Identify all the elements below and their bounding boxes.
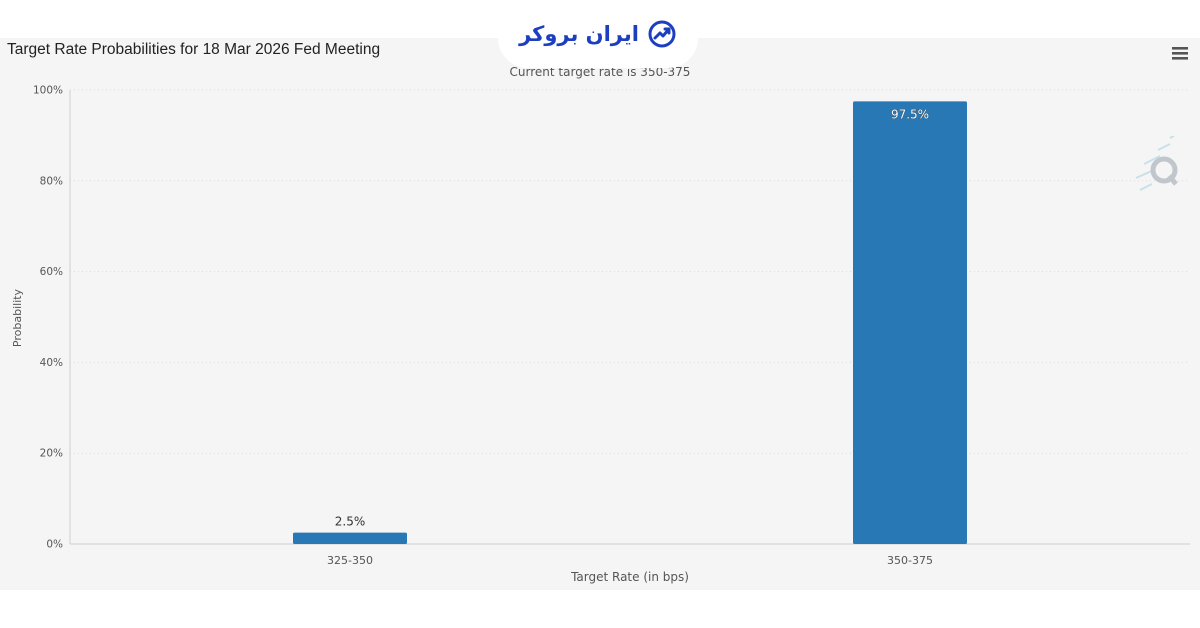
y-tick-label: 0% bbox=[46, 539, 63, 551]
brand-logo-tab: ایران بروکر bbox=[498, 0, 698, 68]
chart-subtitle: Current target rate is 350-375 bbox=[510, 65, 691, 79]
x-tick-label: 325-350 bbox=[327, 554, 373, 567]
x-tick-label: 350-375 bbox=[887, 554, 933, 567]
chart-panel: 0% 20% 40% 60% 80% 100% 2.5% 325-350 97.5% 350-3… bbox=[0, 38, 1200, 590]
chart-title: Target Rate Probabilities for 18 Mar 202… bbox=[7, 41, 381, 58]
y-axis-title: Probability bbox=[11, 288, 24, 347]
brand-logo[interactable]: ایران بروکر bbox=[498, 16, 698, 52]
bar bbox=[853, 101, 967, 544]
growth-chart-icon bbox=[648, 20, 676, 48]
bar bbox=[293, 532, 407, 544]
data-label: 97.5% bbox=[891, 107, 929, 121]
bar-chart: 0% 20% 40% 60% 80% 100% 2.5% 325-350 97.5% 350-3… bbox=[11, 65, 1190, 584]
y-tick-label: 80% bbox=[40, 175, 63, 187]
hamburger-menu-icon[interactable] bbox=[1170, 44, 1190, 62]
q-logo-icon bbox=[1135, 136, 1178, 191]
y-tick-label: 40% bbox=[40, 357, 63, 369]
y-tick-label: 100% bbox=[33, 85, 63, 97]
y-tick-label: 60% bbox=[40, 266, 63, 278]
y-tick-label: 20% bbox=[40, 448, 63, 460]
data-label: 2.5% bbox=[335, 515, 366, 529]
x-axis-title: Target Rate (in bps) bbox=[570, 570, 689, 584]
brand-logo-text: ایران بروکر bbox=[519, 22, 639, 46]
